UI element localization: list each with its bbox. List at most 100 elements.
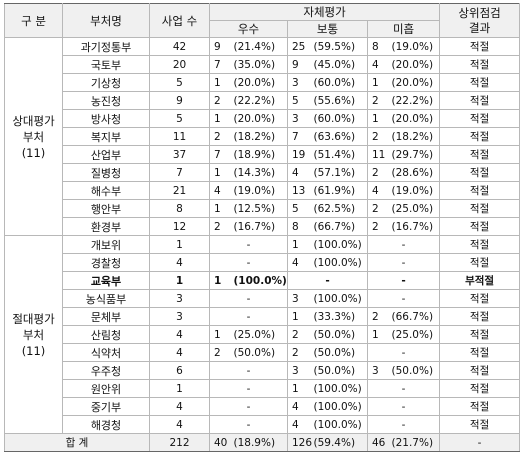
eval-percent: (66.7%) — [389, 307, 441, 326]
eval-count: 2 — [367, 199, 390, 218]
data-row: 농진청 9 2 (22.2%) 5 (55.6%) 2 (22.2%) 적절 — [5, 91, 521, 110]
result: 적절 — [439, 289, 521, 308]
result: 적절 — [439, 163, 521, 182]
eval-cell: - — [366, 235, 441, 254]
project-count: 7 — [149, 163, 210, 182]
eval-count: 25 — [287, 37, 312, 56]
header-cell: 부처명 — [62, 3, 150, 38]
eval-count: 2 — [209, 217, 232, 236]
eval-count: 46 — [367, 433, 390, 452]
eval-count: 2 — [209, 91, 232, 110]
group-count: (11) — [21, 145, 46, 160]
group-label: 상대평가 부처 — [12, 113, 55, 144]
eval-percent: (50.0%) — [231, 343, 288, 362]
eval-percent: (60.0%) — [311, 73, 368, 92]
eval-cell: - — [209, 289, 288, 308]
eval-cell: - — [366, 289, 441, 308]
eval-percent: (45.0%) — [311, 55, 368, 74]
dept-name: 방사청 — [62, 109, 150, 128]
eval-cell: - — [287, 271, 368, 290]
result: 적절 — [439, 307, 521, 326]
eval-percent: (20.0%) — [389, 55, 441, 74]
dept-name: 기상청 — [62, 73, 150, 92]
eval-cell: - — [209, 307, 288, 326]
data-row: 우주청 6-3 (50.0%) 3 (50.0%) 적절 — [5, 361, 521, 380]
result: - — [439, 433, 521, 452]
data-row: 방사청 5 1 (20.0%) 3 (60.0%) 1 (20.0%) 적절 — [5, 109, 521, 128]
header-text: 상위점검 — [458, 5, 501, 20]
project-count: 4 — [149, 325, 210, 344]
result: 적절 — [439, 55, 521, 74]
dept-name: 해경청 — [62, 415, 150, 434]
result: 적절 — [439, 325, 521, 344]
eval-count: 4 — [287, 163, 312, 182]
data-row: 절대평가 부처 (11) 개보위 1-1 (100.0%) - 적절 — [4, 235, 521, 434]
eval-count: 1 — [367, 109, 390, 128]
eval-count: 1 — [209, 271, 232, 290]
project-count: 5 — [149, 109, 210, 128]
project-count: 1 — [149, 379, 210, 398]
eval-count: 5 — [287, 199, 312, 218]
eval-count: 7 — [287, 127, 312, 146]
group-label: 절대평가 부처 — [12, 311, 55, 342]
eval-percent: (100.0%) — [311, 397, 368, 416]
eval-count: 2 — [209, 343, 232, 362]
eval-percent: (29.7%) — [389, 145, 441, 164]
eval-percent: (55.6%) — [311, 91, 368, 110]
eval-count: 8 — [367, 37, 390, 56]
eval-count: 1 — [367, 325, 390, 344]
dept-name: 문체부 — [62, 307, 150, 326]
result: 적절 — [439, 73, 521, 92]
dept-name: 과기정통부 — [62, 37, 150, 56]
eval-percent: (19.0%) — [231, 181, 288, 200]
header-cell: 보통 — [287, 20, 368, 38]
eval-percent: (22.2%) — [231, 91, 288, 110]
dept-name: 중기부 — [62, 397, 150, 416]
eval-percent: (16.7%) — [389, 217, 441, 236]
dept-name: 산림청 — [62, 325, 150, 344]
eval-count: 2 — [367, 91, 390, 110]
eval-percent: (50.0%) — [389, 361, 441, 380]
eval-percent: (19.0%) — [389, 37, 441, 56]
eval-count: 2 — [367, 217, 390, 236]
project-count: 20 — [149, 55, 210, 74]
result: 적절 — [439, 361, 521, 380]
data-row: 해수부 21 4 (19.0%) 13 (61.9%) 4 (19.0%) 적절 — [5, 181, 521, 200]
eval-count: 19 — [287, 145, 312, 164]
eval-percent: (12.5%) — [231, 199, 288, 218]
dept-name: 환경부 — [62, 217, 150, 236]
project-count: 212 — [149, 433, 210, 452]
header-cell: 상위점검 결과 — [439, 3, 521, 38]
data-row: 산업부 37 7 (18.9%) 19 (51.4%) 11 (29.7%) 적절 — [5, 145, 521, 164]
eval-count: 1 — [209, 73, 232, 92]
project-count: 21 — [149, 181, 210, 200]
eval-percent: (20.0%) — [389, 109, 441, 128]
eval-count: 13 — [287, 181, 312, 200]
eval-count: 2 — [367, 307, 390, 326]
data-row: 문체부 3-1 (33.3%) 2 (66.7%) 적절 — [5, 307, 521, 326]
data-row: 해경청 4-4 (100.0%) - 적절 — [5, 415, 521, 434]
dept-name: 복지부 — [62, 127, 150, 146]
result: 적절 — [439, 253, 521, 272]
eval-percent: (18.2%) — [389, 127, 441, 146]
eval-percent: (50.0%) — [311, 361, 368, 380]
data-row: 환경부 12 2 (16.7%) 8 (66.7%) 2 (16.7%) 적절 — [5, 217, 521, 236]
total-row: 합 계 212 40 (18.9%) 126 (59.4%) 46 (21.7%) - — [4, 433, 521, 452]
eval-percent: (50.0%) — [311, 343, 368, 362]
eval-count: 2 — [367, 127, 390, 146]
eval-percent: (100.0%) — [311, 289, 368, 308]
eval-percent: (51.4%) — [311, 145, 368, 164]
project-count: 9 — [149, 91, 210, 110]
dept-name: 농진청 — [62, 91, 150, 110]
project-count: 4 — [149, 415, 210, 434]
eval-percent: (59.5%) — [311, 37, 368, 56]
eval-percent: (60.0%) — [311, 109, 368, 128]
eval-percent: (22.2%) — [389, 91, 441, 110]
project-count: 4 — [149, 343, 210, 362]
eval-percent: (61.9%) — [311, 181, 368, 200]
eval-percent: (33.3%) — [311, 307, 368, 326]
eval-cell: - — [366, 397, 441, 416]
data-row: 질병청 7 1 (14.3%) 4 (57.1%) 2 (28.6%) 적절 — [5, 163, 521, 182]
result: 적절 — [439, 91, 521, 110]
